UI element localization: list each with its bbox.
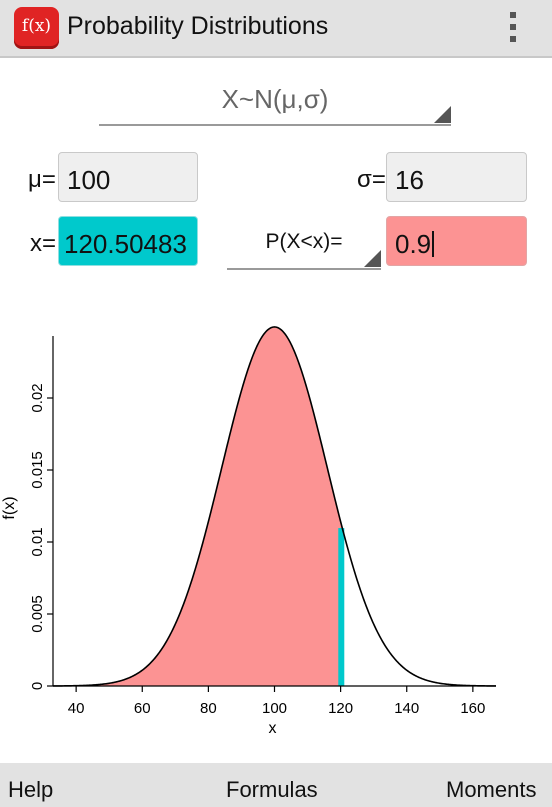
y-tick-label: 0	[29, 682, 46, 690]
probability-type-spinner[interactable]: P(X<x)=	[227, 218, 381, 270]
y-tick-label: 0.015	[29, 451, 46, 489]
y-axis-label: f(x)	[1, 496, 18, 519]
spinner-arrow-icon	[434, 106, 451, 123]
x-tick-label: 120	[328, 700, 353, 717]
shaded-probability-area	[53, 326, 343, 686]
overflow-menu-icon[interactable]	[498, 10, 528, 44]
probability-value: 0.9	[395, 229, 432, 259]
x-tick-label: 140	[394, 700, 419, 717]
app-title: Probability Distributions	[67, 12, 329, 40]
x-tick-label: 60	[134, 700, 151, 717]
distribution-spinner[interactable]: X~N(μ,σ)	[99, 78, 451, 126]
help-button[interactable]: Help	[8, 777, 54, 802]
x-tick-label: 100	[262, 700, 287, 717]
spinner-arrow-icon	[364, 250, 381, 267]
sigma-input[interactable]: 16	[386, 152, 527, 202]
x-tick-label: 80	[200, 700, 217, 717]
app-icon-text: f(x)	[21, 16, 52, 36]
text-cursor	[432, 231, 435, 257]
mu-label: μ=	[28, 166, 56, 193]
formulas-button[interactable]: Formulas	[226, 777, 318, 802]
x-tick-label: 160	[460, 700, 485, 717]
probability-type: P(X<x)=	[265, 230, 343, 253]
probability-input[interactable]: 0.9	[386, 216, 527, 266]
density-chart: 40 60 80 100 120 140 160 0 0.005 0.01 0.015 0.02 x f(…	[1, 326, 496, 737]
x-marker-band	[338, 528, 345, 686]
mu-input[interactable]: 100	[58, 152, 198, 202]
sigma-label: σ=	[357, 166, 386, 193]
density-curve	[53, 326, 496, 687]
y-tick-label: 0.005	[29, 595, 46, 633]
x-tick-label: 40	[68, 700, 85, 717]
mu-value: 100	[67, 165, 111, 195]
bottom-bar: Help Formulas Moments	[0, 763, 552, 807]
app-icon: f(x)	[14, 7, 59, 49]
y-tick-label: 0.01	[29, 527, 46, 556]
moments-button[interactable]: Moments	[446, 777, 537, 802]
distribution-selected: X~N(μ,σ)	[221, 84, 329, 114]
x-axis-label: x	[269, 720, 277, 737]
y-tick-label: 0.02	[29, 383, 46, 412]
x-input[interactable]: 120.50483	[58, 216, 198, 266]
action-bar: f(x) Probability Distributions	[0, 0, 552, 58]
sigma-value: 16	[395, 165, 424, 195]
x-value: 120.50483	[64, 229, 187, 259]
x-label: x=	[30, 230, 57, 257]
